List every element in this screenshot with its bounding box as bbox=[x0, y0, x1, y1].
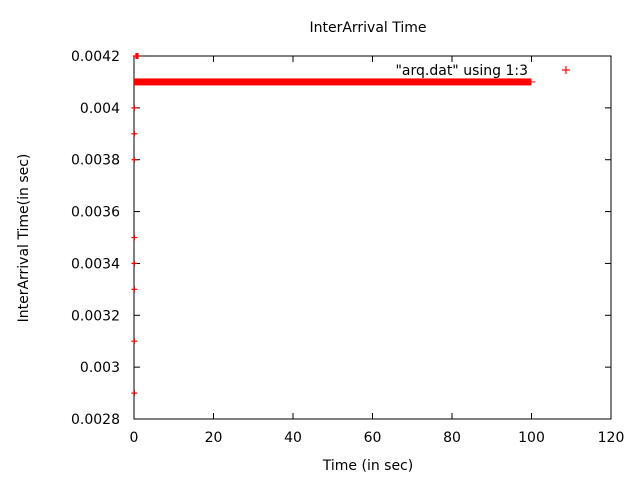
x-tick-label: 20 bbox=[205, 430, 223, 446]
data-point bbox=[131, 130, 138, 137]
y-tick-label: 0.0032 bbox=[71, 308, 120, 324]
data-point bbox=[131, 260, 138, 267]
data-point bbox=[131, 390, 138, 397]
y-ticks: 0.0028 0.003 0.0032 0.0034 0.0036 0.0038 0.004… bbox=[71, 49, 611, 428]
data-point bbox=[134, 53, 141, 59]
x-axis-label: Time (in sec) bbox=[322, 458, 413, 474]
y-tick-label: 0.003 bbox=[80, 360, 120, 376]
x-tick-label: 0 bbox=[130, 430, 139, 446]
legend-entry-marker bbox=[562, 66, 570, 74]
x-tick-label: 80 bbox=[443, 430, 461, 446]
legend-entry-label: "arq.dat" using 1:3 bbox=[395, 63, 528, 79]
data-point bbox=[131, 156, 138, 163]
legend: "arq.dat" using 1:3 bbox=[395, 63, 570, 79]
x-tick-label: 120 bbox=[598, 430, 625, 446]
y-tick-label: 0.0034 bbox=[71, 256, 120, 272]
x-ticks: 0 20 40 60 80 100 120 bbox=[130, 56, 625, 446]
plot-border bbox=[133, 55, 612, 420]
data-point bbox=[131, 234, 138, 241]
y-tick-label: 0.004 bbox=[80, 101, 120, 117]
data-point bbox=[131, 338, 138, 345]
x-tick-label: 40 bbox=[284, 430, 302, 446]
y-axis-label: InterArrival Time(in sec) bbox=[16, 154, 32, 323]
x-tick-label: 60 bbox=[364, 430, 382, 446]
series-layer bbox=[131, 53, 536, 397]
series-band bbox=[134, 78, 532, 86]
y-tick-label: 0.0038 bbox=[71, 153, 120, 169]
data-point bbox=[131, 286, 138, 293]
chart-title: InterArrival Time bbox=[309, 20, 426, 36]
data-point bbox=[131, 104, 138, 111]
x-tick-label: 100 bbox=[518, 430, 545, 446]
y-tick-label: 0.0042 bbox=[71, 49, 120, 65]
y-tick-label: 0.0028 bbox=[71, 412, 120, 428]
y-tick-label: 0.0036 bbox=[71, 205, 120, 221]
